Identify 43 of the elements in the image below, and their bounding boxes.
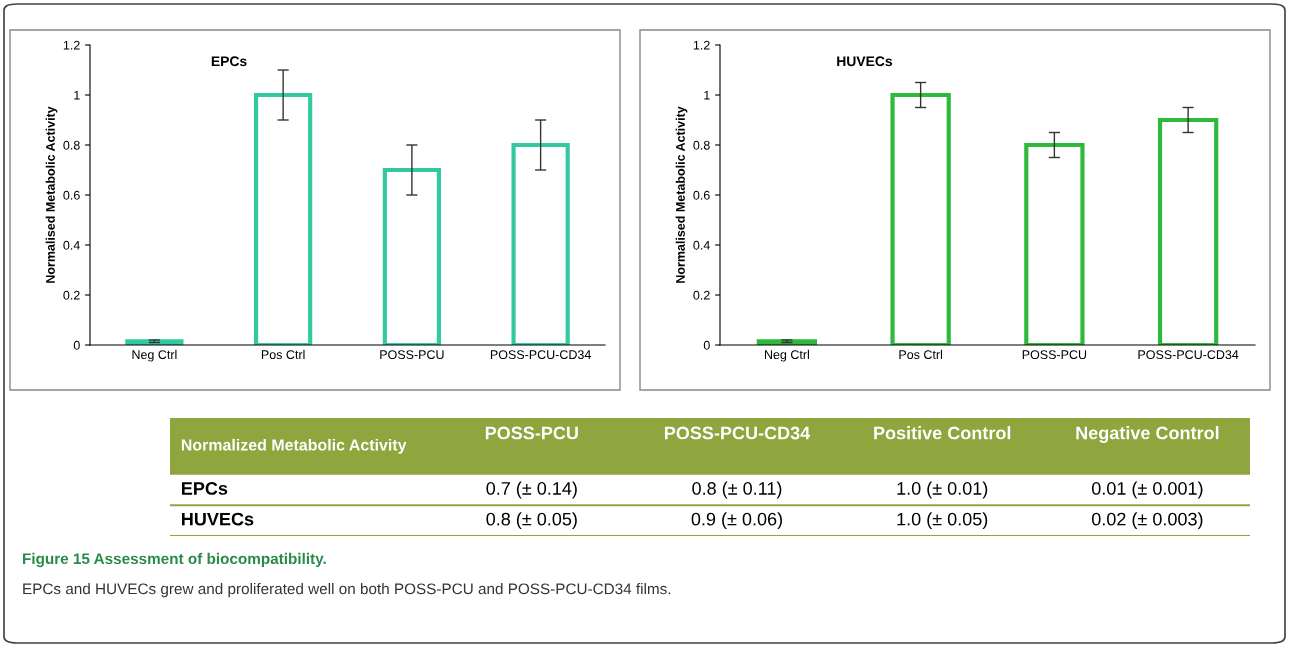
category-label: EPCs: [182, 482, 228, 495]
category-label: Positive Control: [874, 426, 1011, 440]
y-tick-label: 0.2: [63, 290, 80, 300]
text: HUVECs: [837, 56, 893, 67]
x-tick-label: POSS-PCU: [380, 350, 444, 360]
x-tick-label: POSS-PCU: [1022, 350, 1087, 360]
category-label: Negative Control: [1076, 426, 1219, 443]
x-tick-label: Pos Ctrl: [899, 349, 943, 360]
x-tick-label: POSS-PCU-CD34: [490, 350, 591, 360]
y-tick-label: 0.8: [693, 140, 710, 150]
x-tick-label: Neg Ctrl: [132, 349, 177, 362]
text: 0.9 (± 0.06): [691, 512, 782, 530]
text: Normalized Metabolic Activity: [181, 438, 407, 454]
x-tick-label: Pos Ctrl: [261, 349, 305, 360]
category-label: POSS-PCU-CD34: [664, 426, 811, 440]
text: 0.8 (± 0.05): [486, 512, 577, 530]
y-axis-title: Normalised Metabolic Activity: [675, 106, 688, 283]
text: EPCs: [211, 56, 247, 67]
y-tick-label: 1: [74, 90, 80, 100]
y-tick-label: 0.8: [63, 140, 80, 150]
caption: Figure 15 Assessment of biocompatibility.: [23, 552, 326, 568]
y-tick-label: 0: [73, 340, 80, 350]
y-tick-label: 0: [703, 340, 710, 350]
text: 0.8 (± 0.11): [692, 481, 782, 499]
y-tick-label: 0.4: [693, 240, 710, 250]
x-tick-label: POSS-PCU-CD34: [1138, 350, 1239, 360]
y-tick-label: 0.6: [63, 190, 80, 200]
y-tick-label: 1: [704, 90, 710, 100]
text: 1.0 (± 0.05): [897, 512, 988, 530]
y-tick-label: 0.6: [693, 190, 710, 200]
y-tick-label: 0.4: [63, 240, 80, 250]
text: EPCs and HUVECs grew and proliferated well on both POSS-PCU and POSS-PCU-CD34 films.: [23, 583, 671, 598]
text: 0.02 (± 0.003): [1091, 512, 1203, 530]
y-axis-title: Normalised Metabolic Activity: [45, 106, 58, 283]
category-label: POSS-PCU: [485, 426, 578, 440]
category-label: HUVECs: [182, 512, 254, 526]
y-tick-label: 1.2: [63, 40, 80, 50]
text: 0.7 (± 0.14): [486, 481, 577, 499]
y-tick-label: 1.2: [693, 40, 710, 50]
text: 1.0 (± 0.01): [897, 481, 988, 499]
text: 0.01 (± 0.001): [1091, 481, 1203, 499]
x-tick-label: Neg Ctrl: [764, 349, 809, 362]
y-tick-label: 0.2: [693, 290, 710, 300]
